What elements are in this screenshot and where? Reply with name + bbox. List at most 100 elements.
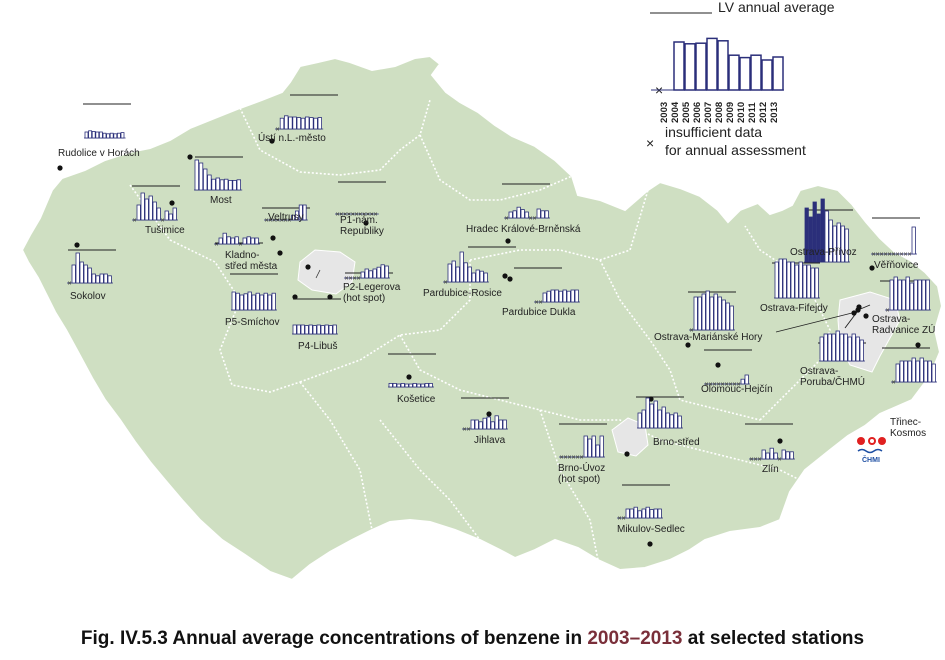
legend-year-label: 2008 bbox=[714, 102, 725, 123]
insufficient-mark: × bbox=[533, 216, 537, 223]
year-bar bbox=[550, 289, 555, 303]
insufficient-mark: × bbox=[529, 216, 533, 223]
insufficient-mark: × bbox=[904, 252, 908, 259]
year-bar bbox=[907, 360, 912, 383]
year-bar bbox=[226, 236, 231, 245]
year-bar bbox=[851, 333, 856, 362]
year-bar bbox=[408, 383, 413, 388]
year-bar bbox=[91, 273, 96, 284]
insufficient-mark: × bbox=[276, 127, 280, 134]
insufficient-mark: × bbox=[750, 457, 754, 464]
year-bar bbox=[215, 177, 220, 191]
insufficient-mark: × bbox=[729, 382, 733, 389]
station-dot bbox=[869, 265, 875, 271]
station-dot bbox=[74, 242, 80, 248]
year-bar bbox=[83, 264, 88, 284]
year-bar bbox=[673, 412, 678, 429]
legend-year-label: 2005 bbox=[681, 101, 692, 123]
year-bar bbox=[544, 210, 549, 219]
year-bar bbox=[540, 210, 545, 219]
station-3: × ×Tušimice bbox=[132, 185, 185, 236]
year-bar bbox=[384, 265, 389, 279]
legend-bar bbox=[728, 54, 740, 91]
year-bar bbox=[921, 279, 926, 311]
insufficient-mark: × bbox=[239, 242, 243, 249]
insufficient-mark: × bbox=[345, 276, 349, 283]
year-bar bbox=[895, 363, 900, 383]
year-bar bbox=[498, 419, 503, 430]
year-bar bbox=[79, 261, 84, 284]
station-dot bbox=[327, 294, 333, 300]
insufficient-mark: × bbox=[733, 382, 737, 389]
station-label: Olomouc-Hejčín bbox=[701, 384, 773, 395]
year-bar bbox=[859, 339, 864, 362]
year-bar bbox=[364, 268, 369, 279]
station-label: Ústí n.L.-město bbox=[258, 131, 326, 144]
year-bar bbox=[744, 374, 749, 385]
station-dot bbox=[277, 250, 283, 256]
year-bar bbox=[75, 252, 80, 284]
year-bar bbox=[71, 264, 76, 284]
year-bar bbox=[164, 210, 169, 221]
year-bar bbox=[87, 267, 92, 284]
year-bar bbox=[835, 330, 840, 362]
year-bar bbox=[802, 264, 807, 299]
station-dot bbox=[502, 273, 508, 279]
year-bar bbox=[283, 115, 289, 130]
year-bar bbox=[400, 382, 405, 388]
year-bar bbox=[546, 290, 551, 303]
year-bar bbox=[816, 213, 821, 263]
year-bar bbox=[120, 132, 125, 139]
station-dot bbox=[685, 342, 691, 348]
station-dot bbox=[292, 294, 298, 300]
year-bar bbox=[814, 267, 819, 299]
legend-bar bbox=[761, 59, 773, 91]
year-bar bbox=[931, 363, 936, 383]
year-bar bbox=[709, 296, 714, 331]
year-bar bbox=[467, 266, 472, 283]
caption-years: 2003–2013 bbox=[587, 628, 683, 649]
legend-bar bbox=[695, 42, 707, 91]
insufficient-mark: × bbox=[339, 212, 343, 219]
year-bar bbox=[649, 403, 654, 429]
year-bar bbox=[88, 130, 92, 139]
station-dot bbox=[507, 276, 513, 282]
year-bar bbox=[316, 324, 321, 335]
year-bar bbox=[288, 116, 293, 130]
year-bar bbox=[259, 294, 264, 311]
station-label: Třinec-Kosmos bbox=[890, 417, 926, 439]
year-bar bbox=[113, 133, 118, 139]
station-22: Ostrava-Přívoz bbox=[790, 198, 861, 313]
legend-year-label: 2011 bbox=[747, 102, 758, 123]
station-label: Kladno-střed města bbox=[225, 250, 278, 272]
year-bar bbox=[554, 289, 559, 303]
station-label: Věřňovice bbox=[874, 260, 919, 271]
year-bar bbox=[103, 273, 108, 284]
year-bar bbox=[508, 211, 513, 219]
insufficient-mark: × bbox=[564, 455, 568, 462]
year-bar bbox=[765, 452, 770, 460]
insufficient-mark: × bbox=[374, 212, 378, 219]
year-bar bbox=[927, 360, 932, 383]
insufficient-mark: × bbox=[358, 212, 362, 219]
station-dot bbox=[647, 541, 653, 547]
insufficient-mark: × bbox=[357, 276, 361, 283]
year-bar bbox=[99, 273, 104, 284]
year-bar bbox=[820, 198, 825, 263]
legend-year-label: 2003 bbox=[659, 102, 670, 123]
station-label: Ostrava-Poruba/ČHMÚ bbox=[800, 366, 865, 388]
year-bar bbox=[657, 409, 662, 429]
station-24: Ostrava-Fifejdy bbox=[760, 258, 857, 316]
year-bar bbox=[84, 131, 89, 139]
year-bar bbox=[292, 116, 297, 130]
station-23: × × × × × × × × × ×Věřňovice bbox=[869, 217, 920, 271]
station-7: × Sokolov bbox=[67, 242, 116, 302]
year-bar bbox=[279, 117, 285, 130]
year-bar bbox=[705, 290, 710, 331]
year-bar bbox=[782, 258, 787, 299]
station-label: Brno-střed bbox=[653, 437, 700, 448]
station-2: Most bbox=[187, 154, 243, 206]
legend-year-label: 2006 bbox=[692, 102, 703, 123]
year-bar bbox=[494, 415, 499, 430]
